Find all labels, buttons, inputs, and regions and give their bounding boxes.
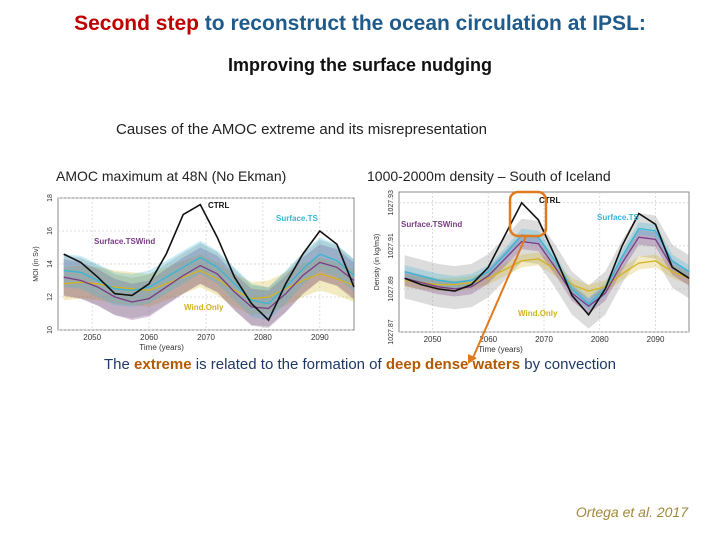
y-tick-label: 12 [47, 293, 54, 301]
conclusion-part-3: by convection [520, 356, 616, 373]
slide-title: Second step to reconstruct the ocean cir… [0, 12, 720, 36]
x-tick-label: 2050 [83, 333, 101, 342]
legend-label: CTRL [539, 196, 560, 205]
density-chart: 2050 2060 2070 2080 2090 1027.87 1027.89 1027.9… [374, 190, 690, 354]
x-tick-label: 2080 [591, 335, 609, 344]
series-line-CTRL [404, 201, 690, 317]
y-tick-label: 10 [47, 326, 54, 334]
x-tick-label: 2060 [140, 333, 158, 342]
amoc-chart: 2050 2060 2070 2080 2090 10 12 14 16 18 Time (year… [33, 194, 355, 352]
series-line-SurfaceTSWind [404, 236, 690, 308]
left-chart-caption: AMOC maximum at 48N (No Ekman) [56, 168, 287, 184]
y-axis-label: MOI (in Sv) [33, 246, 40, 281]
x-tick-label: 2070 [197, 333, 215, 342]
y-tick-label: 18 [47, 194, 54, 202]
x-tick-label: 2050 [424, 335, 442, 344]
y-axis-label: Density (in kg/m3) [374, 234, 381, 290]
section-heading: Causes of the AMOC extreme and its misre… [116, 121, 488, 138]
x-tick-label: 2080 [254, 333, 272, 342]
conclusion-part-2: is related to the formation of [191, 356, 386, 373]
ensemble-spread-band [63, 239, 354, 329]
legend-label: CTRL [208, 201, 229, 210]
legend-label: Surface.TS [597, 213, 639, 222]
conclusion-deep-dense-waters: deep dense waters [385, 356, 521, 373]
y-tick-label: 1027.91 [388, 233, 395, 258]
citation: Ortega et al. 2017 [575, 504, 688, 520]
conclusion-text: The extreme is related to the formation … [0, 356, 720, 373]
conclusion-extreme: extreme [134, 356, 192, 373]
y-tick-label: 14 [47, 260, 54, 268]
series-line-WindOnly [404, 258, 690, 292]
series-line-SurfaceTSWind [63, 261, 355, 310]
series-line-SurfaceTS [63, 253, 355, 305]
x-axis-label: Time (years) [478, 345, 523, 354]
x-tick-label: 2070 [535, 335, 553, 344]
series-band-WindOnly [63, 254, 354, 316]
legend-label: Surface.TS [276, 214, 318, 223]
series-band-SurfaceTSWind [63, 244, 354, 327]
title-highlight: Second step [74, 12, 199, 35]
slide-subtitle: Improving the surface nudging [227, 55, 492, 75]
legend-label: Surface.TSWind [94, 237, 155, 246]
series-line-WindOnly [63, 269, 355, 300]
y-tick-label: 1027.89 [388, 276, 395, 301]
series-band-SurfaceTS [63, 237, 354, 321]
y-tick-label: 1027.87 [388, 319, 395, 344]
conclusion-part-1: The [104, 356, 135, 373]
series-line-SurfaceTS [404, 227, 690, 305]
x-tick-label: 2060 [479, 335, 497, 344]
series-line-CTRL [63, 203, 355, 322]
x-tick-label: 2090 [647, 335, 665, 344]
y-tick-label: 16 [47, 227, 54, 235]
legend-label: Wind.Only [518, 309, 558, 318]
right-chart-caption: 1000-2000m density – South of Iceland [367, 168, 611, 184]
y-tick-label: 1027.93 [388, 190, 395, 215]
x-axis-label: Time (years) [139, 343, 184, 352]
x-tick-label: 2090 [311, 333, 329, 342]
title-rest: to reconstruct the ocean circulation at … [198, 12, 646, 35]
legend-label: Surface.TSWind [401, 220, 462, 229]
legend-label: Wind.Only [184, 303, 224, 312]
